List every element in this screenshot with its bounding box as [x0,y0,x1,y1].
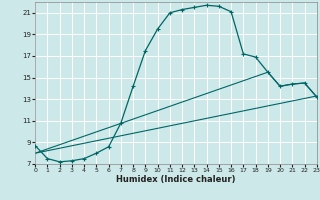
X-axis label: Humidex (Indice chaleur): Humidex (Indice chaleur) [116,175,236,184]
